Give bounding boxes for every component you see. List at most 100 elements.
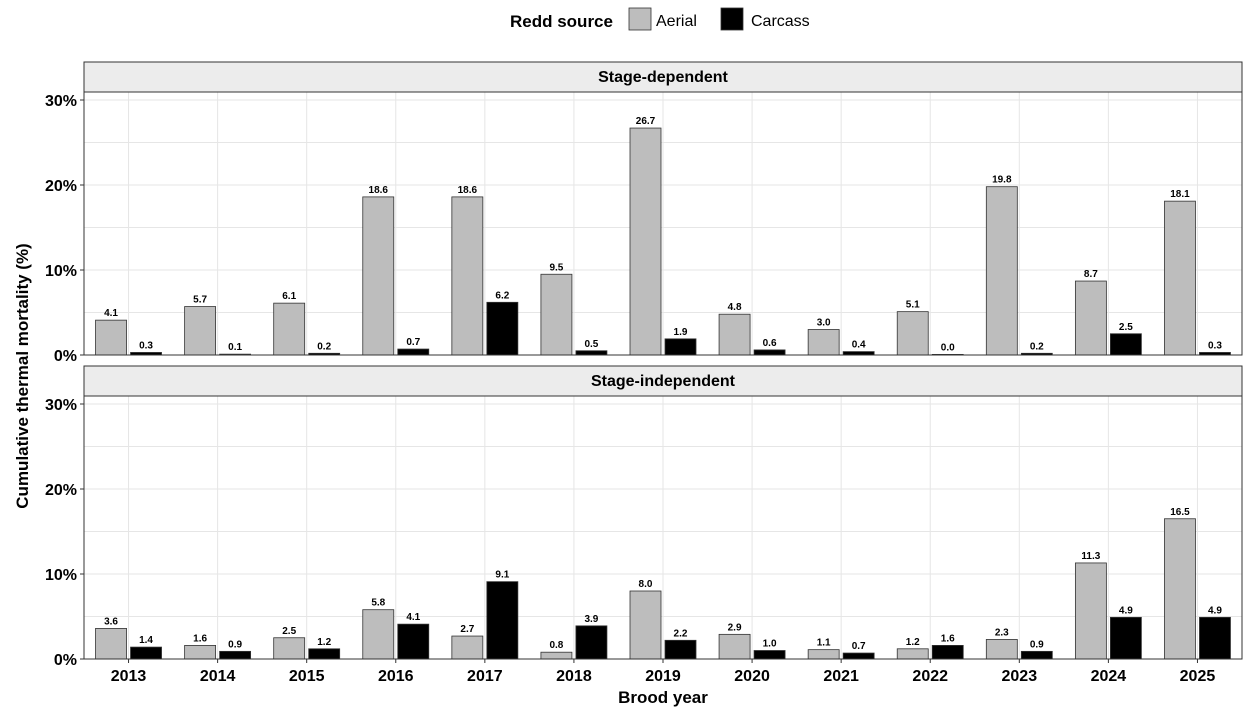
data-label-aerial-2013: 4.1 xyxy=(104,308,118,319)
bar-carcass-2014 xyxy=(219,650,252,660)
bar-aerial-2013 xyxy=(95,628,127,660)
x-tick-label: 2013 xyxy=(111,668,147,685)
y-tick-label: 20% xyxy=(45,178,77,195)
bar-carcass-2024 xyxy=(1109,616,1142,660)
data-label-carcass-2021: 0.7 xyxy=(852,641,866,652)
legend-label-aerial: Aerial xyxy=(656,13,697,30)
data-label-aerial-2019: 26.7 xyxy=(636,116,656,127)
bar-carcass-2018 xyxy=(575,625,608,660)
bar-aerial-2021 xyxy=(807,649,840,660)
panel-title: Stage-independent xyxy=(591,373,736,390)
y-tick-label: 10% xyxy=(45,567,77,584)
bar-aerial-2019 xyxy=(629,127,662,356)
bar-carcass-2019 xyxy=(664,338,697,356)
data-label-aerial-2016: 5.8 xyxy=(371,598,385,609)
data-label-carcass-2020: 0.6 xyxy=(763,338,777,349)
data-label-carcass-2021: 0.4 xyxy=(852,340,866,351)
data-label-aerial-2018: 9.5 xyxy=(549,262,563,273)
data-label-aerial-2022: 5.1 xyxy=(906,300,920,311)
bar-carcass-2023 xyxy=(1020,650,1053,660)
data-label-aerial-2015: 6.1 xyxy=(282,291,296,302)
chart-panels: Stage-dependent 0% 10% 20% 30% 4.1 5.7 6.1 18.6 1… xyxy=(45,61,1243,669)
bar-aerial-2021 xyxy=(807,329,840,356)
data-label-aerial-2018: 0.8 xyxy=(549,640,563,651)
bar-carcass-2015 xyxy=(308,648,341,660)
bar-aerial-2024 xyxy=(1074,280,1107,356)
data-label-carcass-2019: 2.2 xyxy=(674,628,688,639)
data-label-aerial-2024: 8.7 xyxy=(1084,269,1098,280)
data-label-carcass-2017: 6.2 xyxy=(495,290,509,301)
x-tick-label: 2014 xyxy=(200,668,236,685)
data-label-carcass-2024: 4.9 xyxy=(1119,605,1133,616)
data-label-aerial-2017: 18.6 xyxy=(458,185,478,196)
data-label-carcass-2025: 4.9 xyxy=(1208,605,1222,616)
bar-carcass-2018 xyxy=(575,350,608,356)
x-tick-label: 2016 xyxy=(378,668,414,685)
bar-aerial-2025 xyxy=(1164,518,1196,660)
x-tick-label: 2022 xyxy=(912,668,948,685)
data-label-aerial-2014: 5.7 xyxy=(193,295,207,306)
bar-aerial-2013 xyxy=(95,319,127,356)
data-label-carcass-2024: 2.5 xyxy=(1119,322,1133,333)
data-label-aerial-2023: 19.8 xyxy=(992,175,1012,186)
bar-carcass-2013 xyxy=(130,646,162,660)
data-label-carcass-2013: 0.3 xyxy=(139,340,153,351)
bar-aerial-2018 xyxy=(540,273,573,356)
data-label-carcass-2016: 4.1 xyxy=(406,612,420,623)
data-label-carcass-2014: 0.1 xyxy=(228,342,242,353)
data-label-carcass-2018: 3.9 xyxy=(584,614,598,625)
bar-aerial-2017 xyxy=(451,635,484,660)
bar-carcass-2019 xyxy=(664,639,697,660)
data-label-carcass-2022: 1.6 xyxy=(941,633,955,644)
bar-carcass-2021 xyxy=(842,652,875,660)
bar-carcass-2017 xyxy=(486,301,519,356)
bar-aerial-2023 xyxy=(985,186,1018,356)
data-label-aerial-2014: 1.6 xyxy=(193,633,207,644)
data-label-carcass-2023: 0.9 xyxy=(1030,639,1044,650)
bar-carcass-2020 xyxy=(753,650,786,660)
y-tick-label: 30% xyxy=(45,397,77,414)
bar-aerial-2017 xyxy=(451,196,484,356)
x-tick-label: 2025 xyxy=(1180,668,1216,685)
bar-carcass-2016 xyxy=(397,348,430,356)
data-label-aerial-2015: 2.5 xyxy=(282,626,296,637)
y-tick-label: 30% xyxy=(45,93,77,110)
panel-1: Stage-dependent 0% 10% 20% 30% 4.1 5.7 6.1 18.6 1… xyxy=(45,61,1243,365)
data-label-carcass-2016: 0.7 xyxy=(406,337,420,348)
data-label-carcass-2015: 1.2 xyxy=(317,637,331,648)
y-tick-label: 10% xyxy=(45,263,77,280)
data-label-aerial-2017: 2.7 xyxy=(460,624,474,635)
bar-aerial-2018 xyxy=(540,651,573,660)
bar-aerial-2016 xyxy=(362,609,395,660)
bar-aerial-2022 xyxy=(896,311,929,356)
bar-aerial-2022 xyxy=(896,648,929,660)
bar-aerial-2025 xyxy=(1164,200,1196,356)
bar-carcass-2022 xyxy=(931,645,964,660)
data-label-carcass-2022: 0.0 xyxy=(941,342,955,353)
y-tick-label: 20% xyxy=(45,482,77,499)
x-tick-label: 2019 xyxy=(645,668,681,685)
data-label-carcass-2017: 9.1 xyxy=(495,570,509,581)
bar-aerial-2023 xyxy=(985,639,1018,660)
legend-label-carcass: Carcass xyxy=(751,13,810,30)
x-tick-label: 2021 xyxy=(823,668,859,685)
data-label-aerial-2013: 3.6 xyxy=(104,616,118,627)
data-label-carcass-2020: 1.0 xyxy=(763,639,777,650)
data-label-aerial-2025: 18.1 xyxy=(1170,189,1190,200)
bar-aerial-2016 xyxy=(362,196,395,356)
data-label-carcass-2013: 1.4 xyxy=(139,635,153,646)
bar-carcass-2016 xyxy=(397,623,430,660)
bar-aerial-2015 xyxy=(273,637,306,660)
data-label-aerial-2016: 18.6 xyxy=(369,185,389,196)
data-label-carcass-2014: 0.9 xyxy=(228,639,242,650)
data-label-aerial-2022: 1.2 xyxy=(906,637,920,648)
data-label-carcass-2015: 0.2 xyxy=(317,341,331,352)
bar-aerial-2019 xyxy=(629,590,662,660)
data-label-carcass-2023: 0.2 xyxy=(1030,341,1044,352)
x-axis-title: Brood year xyxy=(618,688,708,707)
bar-carcass-2017 xyxy=(486,581,519,660)
x-tick-label: 2015 xyxy=(289,668,325,685)
data-label-aerial-2020: 4.8 xyxy=(728,302,742,313)
data-label-carcass-2025: 0.3 xyxy=(1208,340,1222,351)
